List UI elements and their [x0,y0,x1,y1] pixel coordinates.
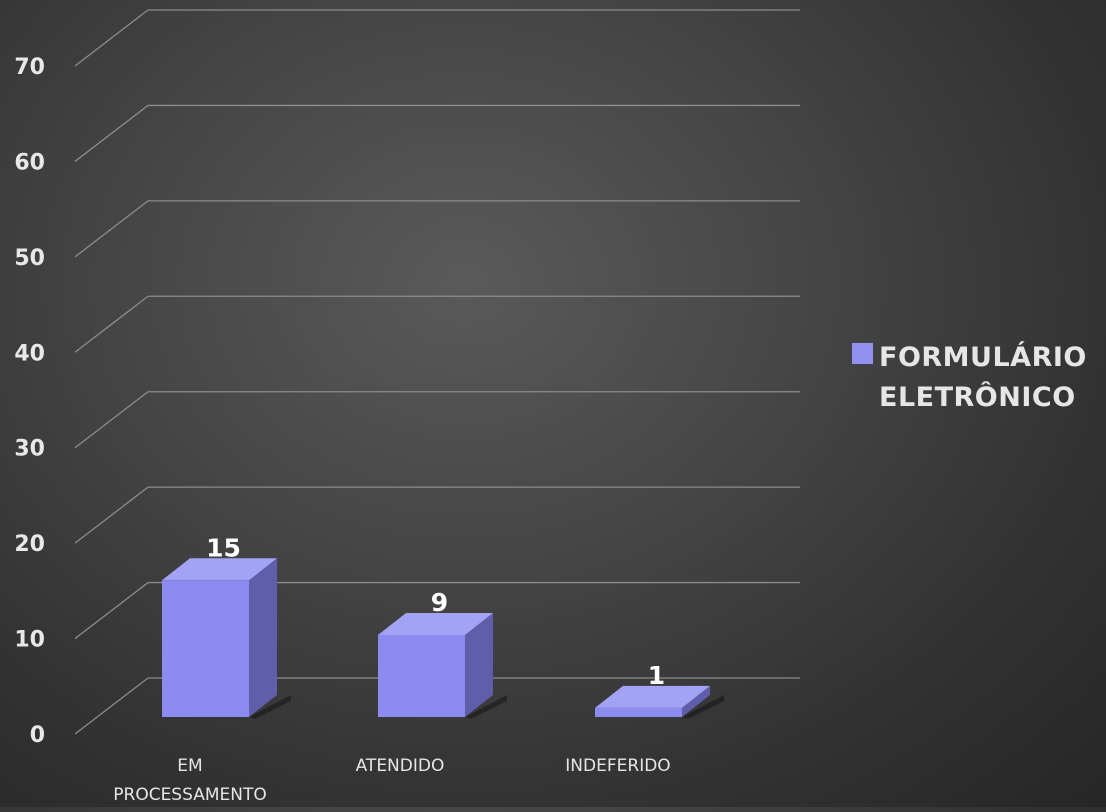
bar-shadow [249,695,291,719]
y-tick-label: 20 [14,532,45,557]
y-tick-label: 50 [14,246,45,271]
gridline-diagonal [74,486,149,544]
y-tick-label: 30 [14,437,45,462]
y-tick-label: 40 [14,341,45,366]
y-tick-label: 0 [30,723,45,748]
x-tick-label: ATENDIDO [356,756,445,776]
data-label: 1 [648,661,665,690]
bar [378,634,465,717]
gridline-diagonal [74,295,149,353]
y-tick-label: 70 [14,55,45,80]
bar-top [162,558,277,581]
bar-side [682,685,710,717]
data-label: 9 [431,588,448,617]
gridline-diagonal [74,9,149,67]
y-tick-label: 60 [14,150,45,175]
bar-top [595,685,710,708]
bar-shadow [682,695,724,719]
bar-shadow [465,695,507,719]
gridline-diagonal [74,582,149,640]
bar [595,707,682,717]
x-tick-label: INDEFERIDO [565,756,670,776]
legend: FORMULÁRIO ELETRÔNICO [852,338,1106,418]
gridline-diagonal [74,200,149,258]
bar-top [378,612,493,635]
gridline-diagonal [74,104,149,162]
data-label: 15 [206,533,241,562]
legend-swatch [852,343,873,364]
bar-side [465,612,493,717]
gridline-diagonal [74,391,149,449]
y-tick-label: 10 [14,628,45,653]
gridline-diagonal [74,677,149,735]
bar [162,580,249,717]
x-tick-label: EM PROCESSAMENTO [113,756,266,805]
bar-side [249,558,277,717]
legend-label: FORMULÁRIO ELETRÔNICO [879,342,1087,413]
